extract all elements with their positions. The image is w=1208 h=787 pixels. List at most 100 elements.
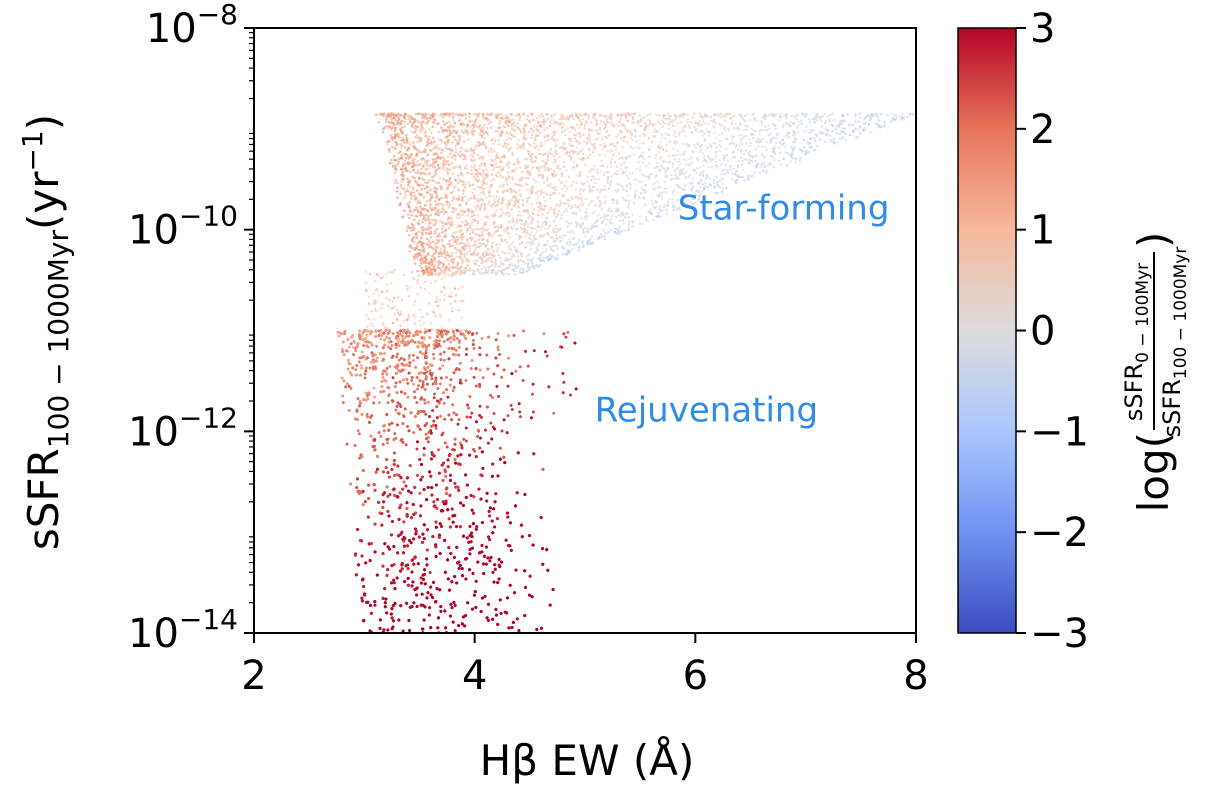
data-point: [400, 146, 403, 149]
data-point: [424, 213, 428, 217]
data-point: [619, 214, 623, 218]
data-point: [570, 195, 573, 199]
data-point: [481, 113, 485, 117]
data-point: [441, 130, 445, 134]
data-point: [428, 220, 431, 224]
data-point: [521, 204, 525, 207]
data-point: [470, 153, 473, 157]
data-point: [517, 189, 521, 192]
data-point: [621, 170, 625, 174]
data-point: [409, 244, 412, 247]
data-point: [908, 112, 912, 116]
data-point: [639, 124, 642, 128]
data-point: [717, 113, 721, 117]
data-point: [810, 131, 814, 134]
data-point: [580, 187, 583, 191]
data-point: [781, 138, 784, 141]
data-point: [561, 130, 564, 134]
data-point: [438, 234, 441, 238]
data-point: [474, 208, 478, 211]
data-point: [665, 149, 668, 153]
data-point: [451, 135, 455, 138]
data-point: [430, 259, 433, 263]
data-point: [374, 300, 377, 303]
data-point: [436, 304, 440, 308]
data-point: [416, 211, 420, 214]
data-point: [507, 160, 511, 164]
data-point: [643, 191, 647, 194]
data-point: [672, 193, 675, 197]
data-point: [445, 202, 449, 206]
data-point: [548, 197, 552, 200]
data-point: [451, 172, 455, 176]
data-point: [578, 172, 582, 176]
data-point: [623, 216, 627, 219]
data-point: [488, 189, 491, 193]
data-point: [686, 117, 690, 121]
data-point: [592, 145, 595, 148]
data-point: [575, 188, 578, 191]
data-point: [712, 157, 715, 161]
data-point: [725, 147, 728, 150]
data-point: [809, 128, 812, 132]
data-point: [715, 146, 718, 149]
data-point: [627, 177, 630, 180]
data-point: [450, 191, 454, 195]
data-point: [619, 129, 622, 132]
data-point: [446, 167, 449, 171]
data-point: [601, 164, 605, 168]
data-point: [487, 268, 490, 272]
data-point: [442, 264, 446, 268]
data-point: [529, 127, 533, 131]
data-point: [719, 115, 722, 119]
data-point: [771, 156, 775, 159]
data-point: [447, 262, 451, 266]
data-point: [434, 204, 438, 208]
data-point: [578, 119, 581, 122]
data-point: [493, 255, 497, 258]
data-point: [435, 227, 439, 231]
data-point: [457, 174, 460, 177]
data-point: [367, 295, 371, 298]
data-point: [547, 226, 550, 230]
data-point: [412, 163, 416, 166]
data-point: [455, 165, 458, 168]
data-point: [427, 160, 430, 163]
data-point: [426, 243, 429, 247]
data-point: [567, 137, 571, 141]
data-point: [683, 173, 686, 176]
data-point: [430, 179, 434, 182]
data-point: [471, 160, 474, 163]
data-point: [398, 122, 401, 125]
data-point: [444, 272, 447, 276]
data-point: [496, 190, 499, 194]
data-point: [674, 142, 677, 146]
data-point: [621, 211, 624, 215]
data-point: [452, 166, 456, 170]
data-point: [422, 321, 426, 325]
data-point: [394, 164, 398, 168]
data-point: [399, 184, 403, 187]
data-point: [538, 257, 542, 260]
data-point: [566, 252, 570, 255]
data-point: [375, 310, 378, 313]
data-point: [408, 181, 411, 185]
data-point: [723, 172, 727, 176]
data-point: [678, 114, 681, 117]
data-point: [474, 146, 477, 150]
data-point: [364, 270, 367, 273]
data-point: [638, 216, 642, 219]
data-point: [497, 246, 500, 249]
data-point: [863, 122, 866, 125]
data-point: [544, 199, 547, 203]
data-point: [836, 140, 840, 144]
data-point: [709, 159, 712, 163]
data-point: [460, 265, 463, 268]
data-point: [479, 156, 482, 159]
data-point: [409, 156, 413, 159]
data-point: [774, 124, 777, 128]
data-point: [460, 299, 463, 303]
data-point: [540, 112, 544, 116]
data-point: [743, 114, 747, 118]
data-point: [401, 167, 405, 171]
